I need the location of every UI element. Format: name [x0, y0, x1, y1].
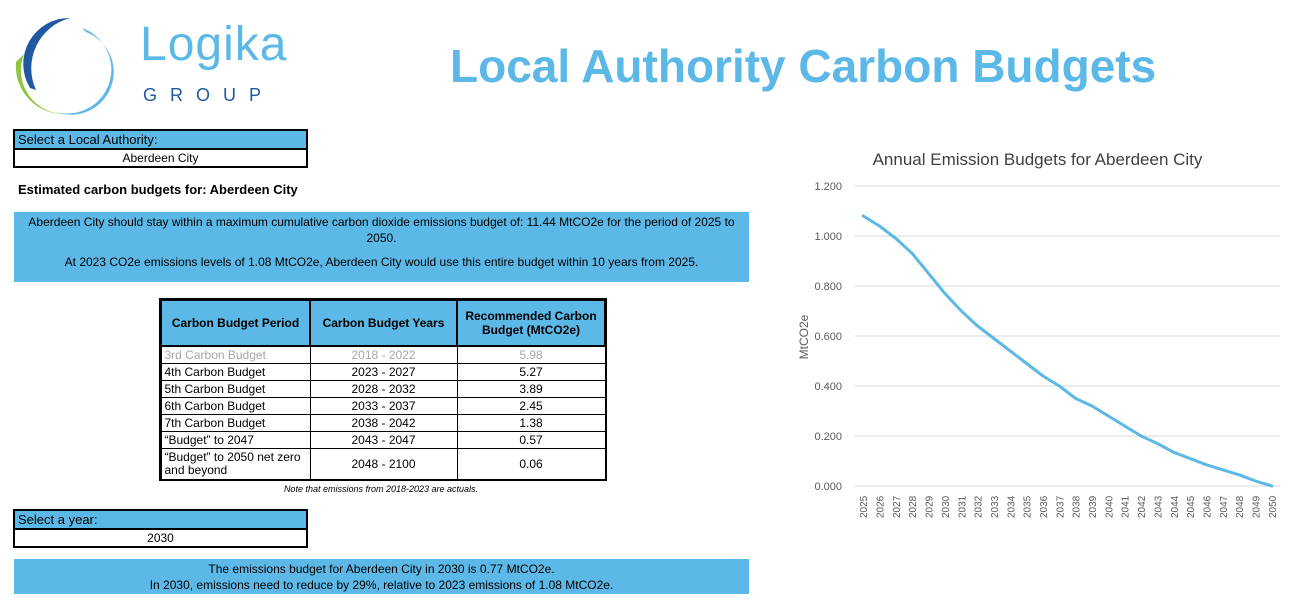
row-period: 7th Carbon Budget [160, 414, 311, 432]
chart-x-tick-label: 2036 [1039, 495, 1050, 518]
table-row: 5th Carbon Budget 2028 - 2032 3.89 [160, 380, 606, 398]
row-years: 2043 - 2047 [309, 431, 458, 449]
table-row: “Budget” to 2050 net zero and beyond 204… [160, 448, 606, 480]
local-authority-label: Select a Local Authority: [13, 129, 308, 149]
chart-y-tick-label: 1.000 [814, 231, 842, 243]
table-row: “Budget” to 2047 2043 - 2047 0.57 [160, 431, 606, 449]
budget-info-box: Aberdeen City should stay within a maxim… [14, 212, 749, 282]
chart-x-tick-label: 2028 [908, 495, 919, 518]
row-years: 2023 - 2027 [309, 363, 458, 381]
row-period: “Budget” to 2050 net zero and beyond [160, 448, 311, 480]
chart-y-axis-label: MtCO2e [797, 314, 811, 359]
chart-x-tick-label: 2033 [990, 495, 1001, 518]
logo-wordmark: Logika [140, 18, 288, 71]
row-budget: 3.89 [456, 380, 606, 398]
chart-gridlines [855, 185, 1280, 487]
chart-y-tick-label: 1.200 [814, 181, 842, 193]
header-budget-years: Carbon Budget Years [309, 299, 458, 347]
chart-x-tick-label: 2034 [1006, 495, 1017, 518]
row-budget: 0.06 [456, 448, 606, 480]
chart-series-line [861, 214, 1274, 488]
chart-x-tick-label: 2030 [941, 495, 952, 518]
row-period: 3rd Carbon Budget [160, 345, 311, 364]
budget-info-line-1: Aberdeen City should stay within a maxim… [28, 215, 735, 245]
chart-x-tick-label: 2038 [1072, 495, 1083, 518]
local-authority-dropdown[interactable]: Aberdeen City [13, 149, 308, 168]
header-recommended-budget: Recommended Carbon Budget (MtCO2e) [456, 299, 606, 347]
chart-x-tick-label: 2047 [1219, 495, 1230, 518]
year-selector: Select a year: 2030 [13, 509, 308, 548]
year-info-line-1: The emissions budget for Aberdeen City i… [208, 562, 555, 576]
logo-group-text: GROUP [143, 85, 275, 105]
chart-y-tick-label: 0.400 [814, 381, 842, 393]
chart-x-tick-label: 2039 [1088, 495, 1099, 518]
page-title: Local Authority Carbon Budgets [450, 40, 1157, 92]
row-years: 2048 - 2100 [309, 448, 458, 480]
chart-x-tick-label: 2044 [1170, 495, 1181, 518]
chart-x-tick-label: 2042 [1137, 495, 1148, 518]
chart-x-tick-label: 2041 [1121, 495, 1132, 518]
row-budget: 5.27 [456, 363, 606, 381]
chart-x-tick-label: 2045 [1186, 495, 1197, 518]
table-row: 3rd Carbon Budget 2018 - 2022 5.98 [160, 345, 606, 364]
year-info-line-2: In 2030, emissions need to reduce by 29%… [149, 578, 614, 592]
row-budget: 2.45 [456, 397, 606, 415]
estimate-heading: Estimated carbon budgets for: Aberdeen C… [18, 182, 298, 197]
year-label: Select a year: [13, 509, 308, 529]
header-budget-period: Carbon Budget Period [160, 299, 311, 347]
logo-arc-blue [56, 28, 114, 115]
row-budget: 1.38 [456, 414, 606, 432]
table-row: 7th Carbon Budget 2038 - 2042 1.38 [160, 414, 606, 432]
carbon-budget-table: Carbon Budget Period Carbon Budget Years… [159, 298, 607, 481]
chart-x-tick-label: 2043 [1153, 495, 1164, 518]
row-budget: 5.98 [456, 345, 606, 364]
row-period: 4th Carbon Budget [160, 363, 311, 381]
row-years: 2038 - 2042 [309, 414, 458, 432]
chart-y-tick-label: 0.600 [814, 331, 842, 343]
chart-y-ticks: 0.000 0.200 0.400 0.600 0.800 1.000 1.200 [814, 181, 842, 493]
chart-y-tick-label: 0.000 [814, 481, 842, 493]
row-years: 2033 - 2037 [309, 397, 458, 415]
chart-x-tick-label: 2029 [925, 495, 936, 518]
row-period: 5th Carbon Budget [160, 380, 311, 398]
table-header-row: Carbon Budget Period Carbon Budget Years… [160, 299, 606, 347]
year-info-box: The emissions budget for Aberdeen City i… [14, 559, 749, 594]
row-period: “Budget” to 2047 [160, 431, 311, 449]
chart-x-tick-label: 2025 [859, 495, 870, 518]
row-years: 2028 - 2032 [309, 380, 458, 398]
chart-x-tick-label: 2048 [1235, 495, 1246, 518]
chart-x-tick-label: 2026 [876, 495, 887, 518]
local-authority-selector: Select a Local Authority: Aberdeen City [13, 129, 308, 168]
table-note: Note that emissions from 2018-2023 are a… [283, 484, 479, 494]
chart-x-tick-label: 2046 [1202, 495, 1213, 518]
logika-logo-mark [15, 17, 114, 115]
chart-x-tick-label: 2035 [1023, 495, 1034, 518]
chart-y-tick-label: 0.800 [814, 281, 842, 293]
table-row: 6th Carbon Budget 2033 - 2037 2.45 [160, 397, 606, 415]
emissions-line-chart: 0.000 0.200 0.400 0.600 0.800 1.000 1.200 2025… [797, 181, 1280, 518]
chart-x-ticks: 2025 2026 2027 2028 2029 2030 2031 2032 2033 2034… [859, 495, 1279, 518]
chart-x-tick-label: 2050 [1268, 495, 1279, 518]
year-dropdown[interactable]: 2030 [13, 529, 308, 548]
chart-title: Annual Emission Budgets for Aberdeen Cit… [872, 150, 1203, 169]
row-period: 6th Carbon Budget [160, 397, 311, 415]
chart-x-tick-label: 2032 [974, 495, 985, 518]
logo-arc-dark [23, 17, 70, 90]
row-budget: 0.57 [456, 431, 606, 449]
chart-x-tick-label: 2027 [892, 495, 903, 518]
chart-x-tick-label: 2031 [957, 495, 968, 518]
chart-y-tick-label: 0.200 [814, 431, 842, 443]
chart-x-tick-label: 2049 [1251, 495, 1262, 518]
row-years: 2018 - 2022 [309, 345, 458, 364]
table-row: 4th Carbon Budget 2023 - 2027 5.27 [160, 363, 606, 381]
chart-x-tick-label: 2040 [1104, 495, 1115, 518]
logo-arc-green [15, 54, 68, 115]
chart-x-tick-label: 2037 [1055, 495, 1066, 518]
budget-info-line-2: At 2023 CO2e emissions levels of 1.08 Mt… [64, 255, 699, 269]
